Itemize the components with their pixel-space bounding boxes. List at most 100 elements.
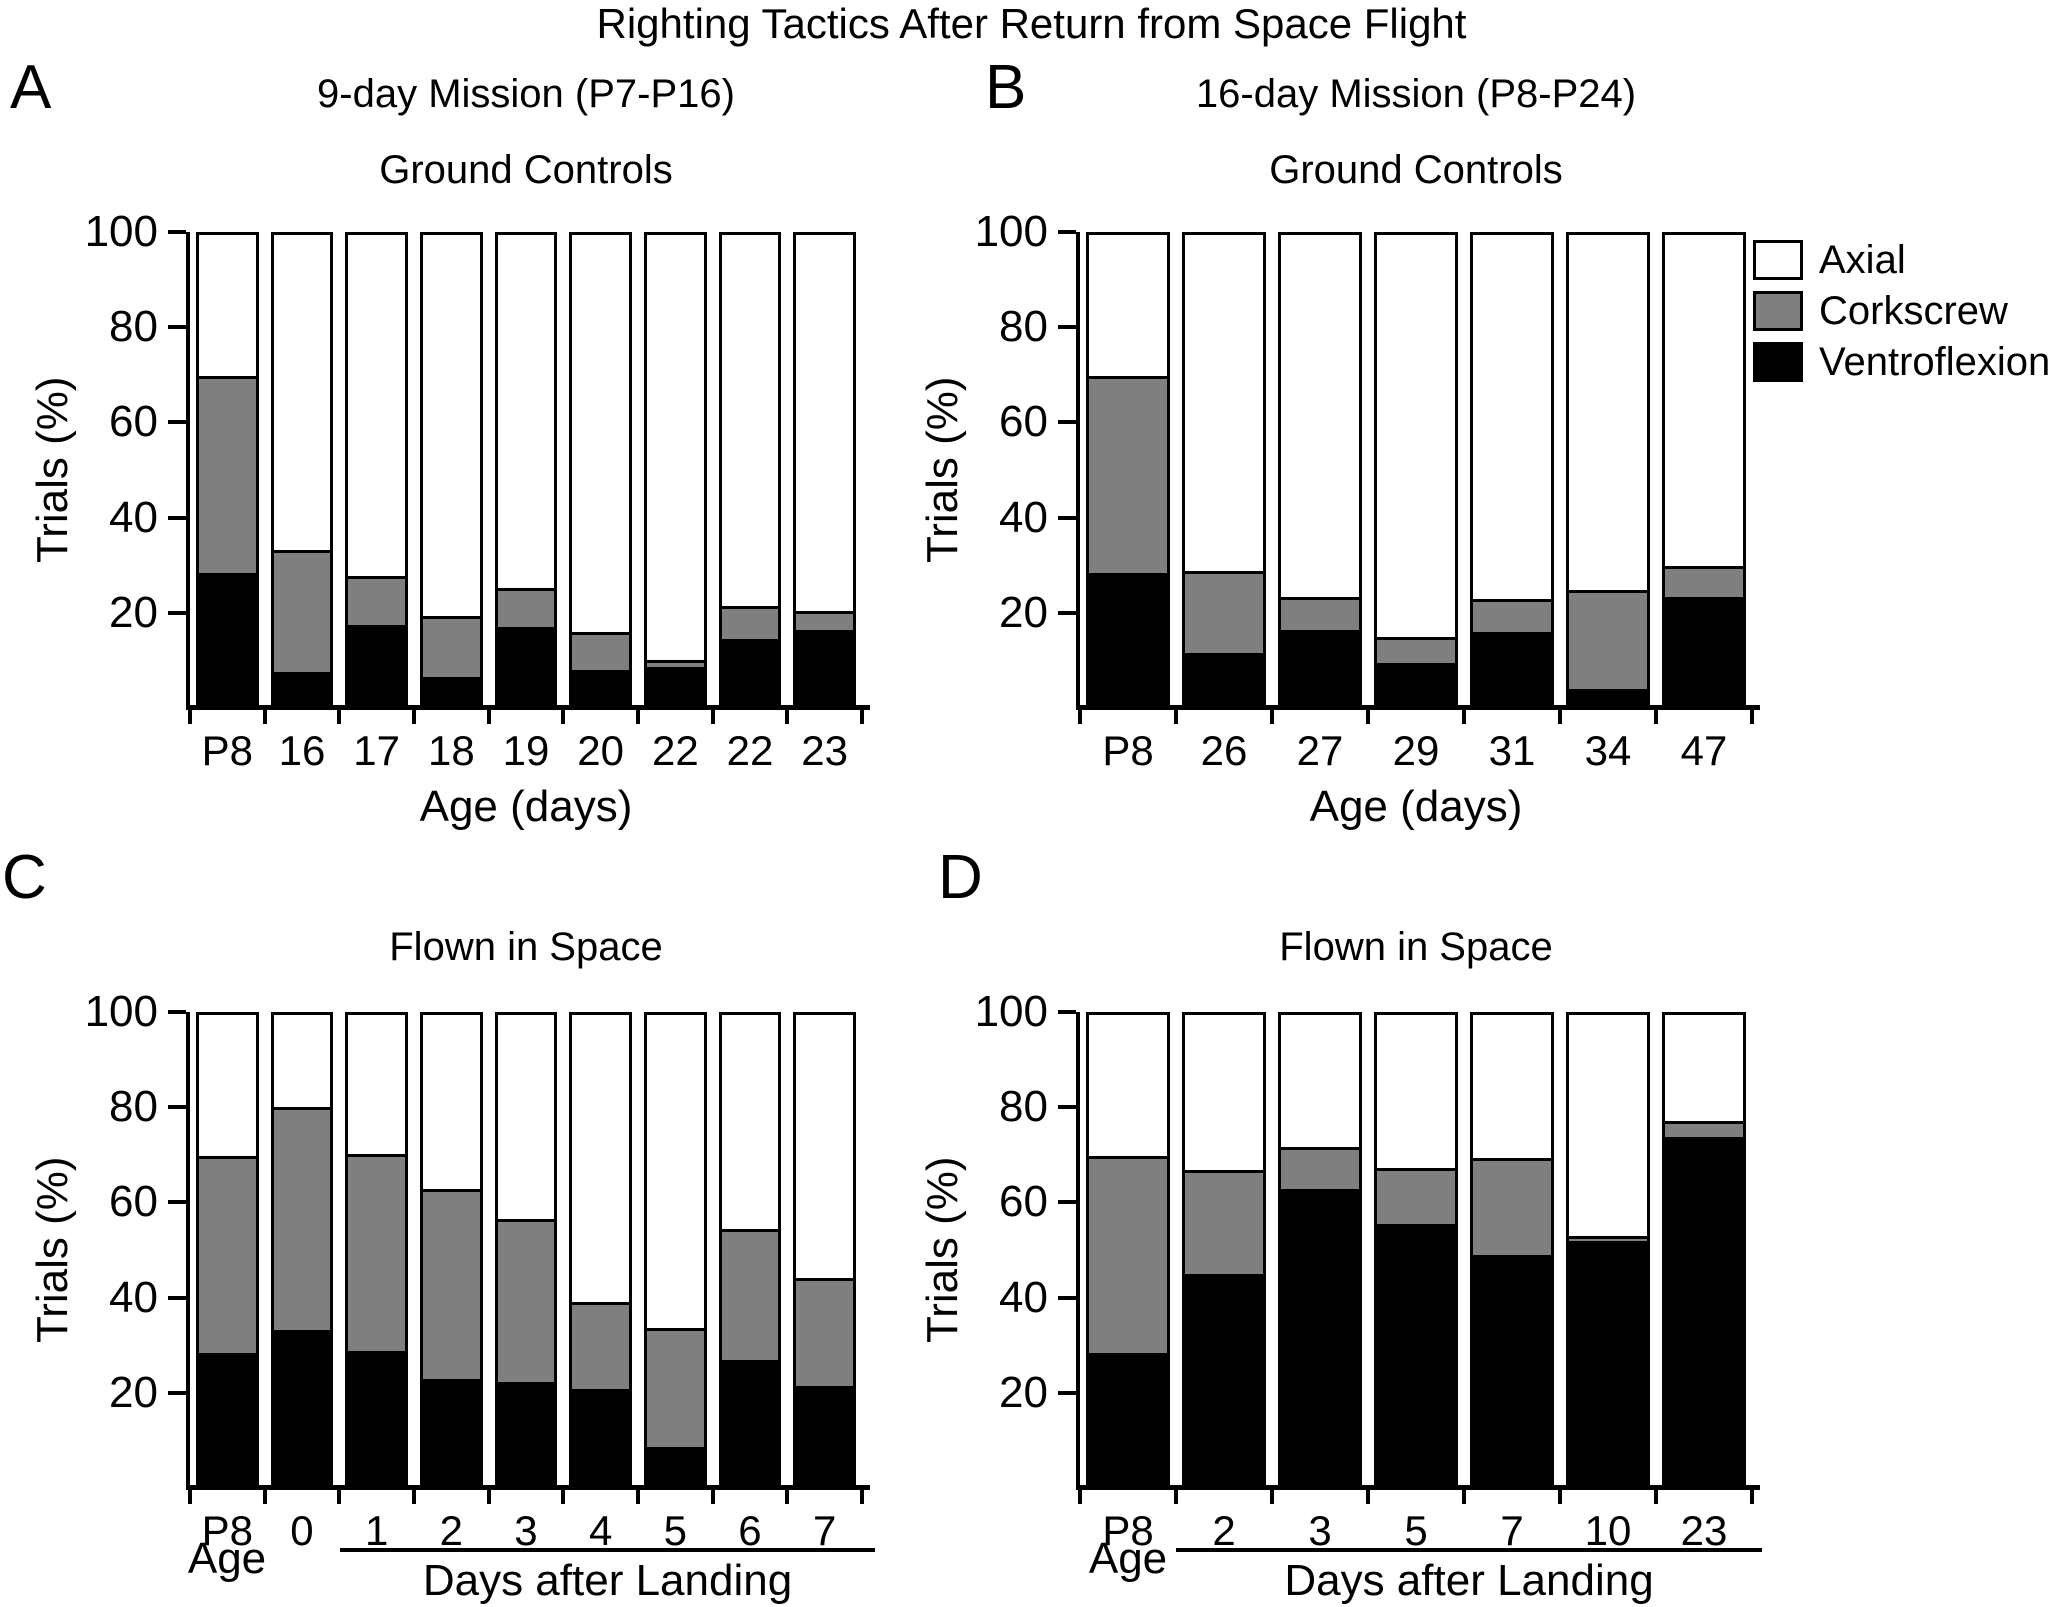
legend-label: Ventroflexion xyxy=(1819,340,2051,384)
panel-a-plot: 20 40 60 80 100 P8 16 17 18 19 20 22 22 23 xyxy=(85,210,870,772)
panel-b-letter: B xyxy=(985,53,1027,122)
segment-ventroflexion xyxy=(273,1329,331,1485)
segment-ventroflexion xyxy=(273,672,331,705)
segment-ventroflexion xyxy=(721,639,779,705)
x-tick xyxy=(710,708,715,724)
bar-3 xyxy=(1278,1012,1362,1488)
bar-26 xyxy=(1182,232,1266,708)
segment-ventroflexion xyxy=(348,1351,405,1485)
bar-P8 xyxy=(1086,232,1170,708)
axial-swatch-icon xyxy=(1753,240,1803,280)
panel-a-subtitle: Ground Controls xyxy=(379,148,673,192)
bar-22 xyxy=(644,232,707,708)
segment-ventroflexion xyxy=(796,1386,853,1485)
bar-2 xyxy=(1182,1012,1266,1488)
y-tick xyxy=(1058,515,1076,520)
y-tick xyxy=(1058,1105,1076,1110)
x-category-label: 23 xyxy=(1680,1507,1728,1554)
corkscrew-swatch-icon xyxy=(1753,291,1803,331)
bar-17 xyxy=(345,232,408,708)
x-category-label: 26 xyxy=(1200,727,1248,774)
x-tick xyxy=(262,1488,267,1504)
x-tick xyxy=(188,708,192,724)
panel-a-title: 9-day Mission (P7-P16) xyxy=(317,72,735,116)
x-category-label: 3 xyxy=(514,1507,538,1554)
panel-d-days-underline xyxy=(1176,1548,1762,1552)
x-tick xyxy=(1750,1488,1754,1504)
bar-0 xyxy=(270,1012,334,1488)
legend-item-corkscrew: Corkscrew xyxy=(1753,291,2050,331)
x-tick xyxy=(561,1488,566,1504)
segment-ventroflexion xyxy=(572,669,629,705)
segment-ventroflexion xyxy=(199,573,256,705)
legend-item-ventroflexion: Ventroflexion xyxy=(1753,342,2050,382)
bar-47 xyxy=(1662,232,1746,708)
x-tick xyxy=(860,1488,864,1504)
y-tick xyxy=(168,325,186,330)
x-category-label: 7 xyxy=(1500,1507,1524,1554)
segment-ventroflexion xyxy=(1281,1188,1359,1485)
y-axis xyxy=(186,232,190,708)
segment-ventroflexion xyxy=(497,1381,555,1485)
segment-ventroflexion xyxy=(1473,632,1551,705)
segment-ventroflexion xyxy=(199,1353,256,1485)
x-category-label: 16 xyxy=(278,727,326,774)
x-tick xyxy=(710,1488,715,1504)
x-tick xyxy=(337,708,342,724)
x-tick xyxy=(1270,1488,1274,1504)
y-tick-label: 80 xyxy=(109,1082,158,1132)
panel-d-days-label: Days after Landing xyxy=(1284,1556,1654,1605)
panel-d-letter: D xyxy=(938,843,983,912)
x-category-label: 3 xyxy=(1308,1507,1332,1554)
y-tick xyxy=(168,1010,186,1014)
segment-ventroflexion xyxy=(647,667,704,705)
bar-22 xyxy=(718,232,782,708)
y-tick xyxy=(168,230,186,234)
x-tick xyxy=(486,1488,491,1504)
x-tick xyxy=(1558,708,1562,724)
bar-P8 xyxy=(1086,1012,1170,1488)
x-category-label: 20 xyxy=(577,727,625,774)
x-tick xyxy=(860,708,864,724)
y-tick-label: 60 xyxy=(109,397,158,447)
panel-b-plot: 20 40 60 80 100 P8 26 27 29 31 34 47 xyxy=(975,210,1760,772)
x-tick xyxy=(1654,708,1658,724)
panel-d-age-note: Age xyxy=(1088,1534,1168,1583)
legend-label: Axial xyxy=(1819,238,1906,282)
x-tick xyxy=(1366,708,1370,724)
y-tick-label: 100 xyxy=(84,987,158,1036)
y-tick xyxy=(1058,230,1076,234)
x-tick xyxy=(1078,1488,1082,1504)
bar-7 xyxy=(793,1012,856,1488)
x-tick xyxy=(1174,708,1178,724)
x-category-label: P8 xyxy=(201,1507,254,1554)
y-tick-label: 60 xyxy=(999,1177,1048,1227)
panel-a-xlabel: Age (days) xyxy=(419,782,633,831)
x-tick xyxy=(486,708,491,724)
x-category-label: P8 xyxy=(201,727,254,774)
bar-5 xyxy=(1374,1012,1458,1488)
panel-c-letter: C xyxy=(2,843,47,912)
x-tick xyxy=(412,708,416,724)
x-tick xyxy=(1750,708,1754,724)
panel-c-age-note: Age xyxy=(187,1534,267,1583)
bar-29 xyxy=(1374,232,1458,708)
bar-10 xyxy=(1566,1012,1650,1488)
x-category-label: 1 xyxy=(364,1507,389,1554)
x-category-label: 2 xyxy=(439,1507,463,1554)
panel-a-ylabel: Trials (%) xyxy=(28,376,77,564)
y-tick xyxy=(168,1390,186,1395)
x-category-label: 29 xyxy=(1392,727,1440,774)
y-tick-label: 20 xyxy=(109,587,158,637)
y-tick-label: 20 xyxy=(109,1367,158,1417)
panel-c-plot: 20 40 60 80 100 P8 0 1 2 3 4 5 6 7 xyxy=(85,990,870,1552)
segment-ventroflexion xyxy=(796,629,853,705)
x-category-label: 6 xyxy=(738,1507,762,1554)
panel-c-days-label: Days after Landing xyxy=(422,1556,793,1605)
segment-ventroflexion xyxy=(1089,1353,1167,1485)
y-tick xyxy=(1058,325,1076,330)
bar-31 xyxy=(1470,232,1554,708)
x-category-label: 22 xyxy=(651,727,699,774)
y-tick xyxy=(168,420,186,425)
bar-20 xyxy=(569,232,632,708)
